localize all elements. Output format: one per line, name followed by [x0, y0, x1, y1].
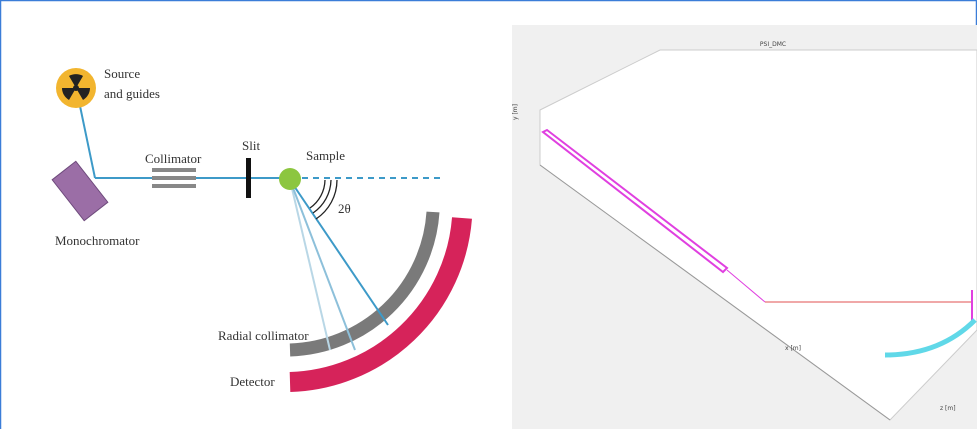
beam-path	[726, 269, 766, 303]
radial-collimator-label: Radial collimator	[218, 328, 309, 343]
left-diagram: Source and guides Monochromator Collimat…	[51, 66, 472, 392]
detector	[289, 217, 472, 392]
slit	[246, 158, 251, 198]
right-plot: PSI_DMC y [m] x [m] z [m]	[512, 25, 977, 429]
sample-label: Sample	[306, 148, 345, 163]
angle-arcs	[309, 179, 338, 220]
angle-label: 2θ	[338, 201, 351, 216]
sample	[279, 168, 301, 190]
radial-collimator	[289, 211, 440, 357]
source-label: Source	[104, 66, 140, 81]
plot-title: PSI_DMC	[760, 41, 786, 48]
detector-label: Detector	[230, 374, 275, 389]
guide-beam	[79, 105, 96, 179]
guide	[541, 128, 729, 274]
scattered-beams	[289, 179, 389, 351]
detector-arc	[884, 318, 977, 358]
monochromator-label: Monochromator	[55, 233, 140, 248]
axis-label: x [m]	[785, 345, 801, 352]
collimator-label: Collimator	[145, 151, 202, 166]
axis-label: y [m]	[512, 104, 519, 120]
axis-label: z [m]	[940, 405, 956, 412]
collimator	[152, 168, 196, 188]
trefoil	[62, 74, 90, 100]
slit-label: Slit	[242, 138, 260, 153]
source-label: and guides	[104, 86, 160, 101]
axis	[539, 164, 891, 421]
monochromator	[51, 160, 109, 222]
